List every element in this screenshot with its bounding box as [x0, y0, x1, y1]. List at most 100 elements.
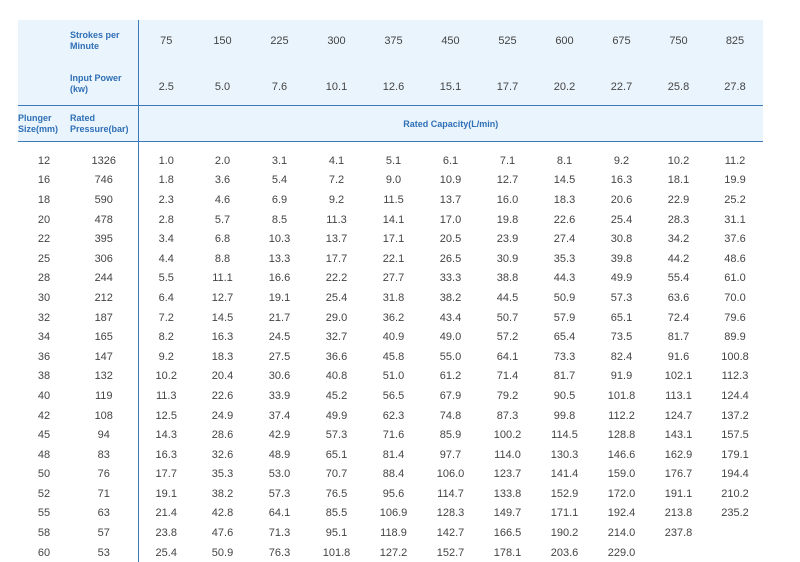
capacity-cell: 8.2 [158, 331, 174, 344]
capacity-cell: 2.3 [158, 193, 174, 206]
plunger-size-cell: 55 [37, 507, 51, 520]
capacity-cell: 35.3 [553, 252, 576, 265]
power-value: 5.0 [194, 62, 251, 106]
plunger-size-cell: 12 [37, 154, 51, 167]
capacity-cell: 49.9 [610, 272, 633, 285]
capacity-cell: 64.1 [496, 350, 519, 363]
capacity-cell: 123.7 [493, 468, 522, 481]
table-row: 40 119 11.3 22.6 33.9 45.2 56.5 67.9 79.2 90.5 101… [18, 386, 763, 406]
plunger-size-cell: 48 [37, 448, 51, 461]
capacity-cell: 112.2 [608, 409, 635, 422]
table-row: 12 1326 1.0 2.0 3.1 4.1 5.1 6.1 7.1 8.1 9.2 10.2 11.… [18, 151, 763, 171]
capacity-cell: 166.5 [493, 527, 522, 540]
capacity-cell: 113.1 [665, 389, 692, 402]
capacity-cell: 14.1 [382, 213, 405, 226]
capacity-cell: 101.8 [607, 389, 636, 402]
capacity-cell: 44.3 [553, 272, 576, 285]
capacity-cell: 7.1 [499, 154, 516, 167]
capacity-cell: 28.6 [211, 429, 234, 442]
capacity-cell: 31.1 [724, 213, 746, 226]
rated-pressure-cell: 746 [70, 170, 139, 191]
capacity-cell: 70.7 [325, 468, 348, 481]
capacity-cell: 7.2 [328, 174, 345, 187]
capacity-cell: 95.6 [382, 487, 405, 500]
rated-pressure-cell: 63 [70, 503, 139, 524]
capacity-cell: 27.4 [553, 233, 576, 246]
plunger-size-cell: 38 [37, 370, 51, 383]
capacity-cell: 65.1 [610, 311, 633, 324]
capacity-cell: 55.4 [667, 272, 690, 285]
capacity-cell: 159.0 [607, 468, 636, 481]
capacity-cell: 1.8 [158, 174, 174, 187]
power-value: 12.6 [365, 62, 422, 106]
strokes-value: 600 [536, 20, 593, 62]
capacity-cell: 106.9 [379, 507, 408, 520]
capacity-cell: 14.5 [211, 311, 234, 324]
capacity-cell: 100.2 [493, 429, 522, 442]
capacity-cell: 18.3 [553, 193, 576, 206]
capacity-cell: 38.8 [496, 272, 519, 285]
table-row: 52 71 19.1 38.2 57.3 76.5 95.6 114.7 133.8 152.9 1… [18, 484, 763, 504]
capacity-cell: 38.2 [439, 291, 462, 304]
capacity-cell: 21.4 [155, 507, 177, 520]
capacity-cell: 11.3 [155, 389, 177, 402]
capacity-cell: 11.5 [383, 193, 404, 206]
capacity-cell: 25.4 [155, 546, 177, 559]
capacity-cell: 31.8 [382, 291, 405, 304]
strokes-value: 450 [422, 20, 479, 62]
capacity-cell: 25.4 [325, 291, 348, 304]
capacity-cell: 128.3 [436, 507, 465, 520]
capacity-cell: 5.4 [271, 174, 288, 187]
strokes-value: 675 [593, 20, 650, 62]
capacity-cell: 72.4 [667, 311, 690, 324]
capacity-cell: 152.9 [550, 487, 579, 500]
capacity-cell: 118.9 [380, 527, 407, 540]
capacity-cell: 49.9 [325, 409, 348, 422]
capacity-cell: 99.8 [553, 409, 576, 422]
plunger-size-cell: 45 [37, 429, 51, 442]
capacity-cell: 214.0 [607, 527, 636, 540]
capacity-cell: 20.4 [211, 370, 234, 383]
capacity-cell: 32.7 [325, 331, 348, 344]
capacity-cell: 106.0 [436, 468, 465, 481]
capacity-cell: 27.5 [268, 350, 291, 363]
plunger-size-cell: 58 [37, 527, 51, 540]
capacity-cell: 2.0 [214, 154, 231, 167]
capacity-cell: 235.2 [721, 507, 749, 520]
capacity-cell: 213.8 [664, 507, 693, 520]
capacity-cell: 50.7 [496, 311, 519, 324]
capacity-cell: 89.9 [724, 331, 746, 344]
capacity-cell: 95.1 [325, 527, 348, 540]
capacity-cell: 128.8 [607, 429, 636, 442]
capacity-cell: 57.9 [553, 311, 576, 324]
capacity-cell: 11.1 [212, 272, 233, 285]
strokes-value: 225 [251, 20, 308, 62]
power-value: 7.6 [251, 62, 308, 106]
capacity-cell: 73.5 [610, 331, 633, 344]
table-row: 28 244 5.5 11.1 16.6 22.2 27.7 33.3 38.8 44.3 49.9… [18, 268, 763, 289]
capacity-cell: 124.4 [721, 389, 749, 402]
plunger-size-cell: 52 [37, 487, 51, 500]
capacity-cell: 50.9 [211, 546, 234, 559]
table-row: 48 83 16.3 32.6 48.9 65.1 81.4 97.7 114.0 130.3 14… [18, 444, 763, 465]
strokes-value: 375 [365, 20, 422, 62]
capacity-cell: 22.2 [325, 272, 348, 285]
capacity-cell: 26.5 [439, 252, 462, 265]
capacity-cell: 48.9 [268, 448, 291, 461]
capacity-cell: 36.6 [325, 350, 348, 363]
strokes-label: Strokes per Minute [70, 20, 139, 62]
capacity-cell: 91.9 [610, 370, 633, 383]
capacity-cell: 179.1 [721, 448, 749, 461]
table-row: 58 57 23.8 47.6 71.3 95.1 118.9 142.7 166.5 190.2… [18, 523, 763, 543]
capacity-cell: 10.2 [667, 154, 690, 167]
capacity-cell: 24.5 [268, 331, 291, 344]
capacity-cell: 65.4 [553, 331, 576, 344]
capacity-cell: 51.0 [382, 370, 405, 383]
capacity-cell: 176.7 [664, 468, 693, 481]
capacity-cell: 7.2 [158, 311, 174, 324]
capacity-cell: 10.2 [155, 370, 177, 383]
table-row: 16 746 1.8 3.6 5.4 7.2 9.0 10.9 12.7 14.5 16.3 18.1… [18, 170, 763, 191]
power-value: 20.2 [536, 62, 593, 106]
capacity-cell: 152.7 [436, 546, 465, 559]
power-value: 17.7 [479, 62, 536, 106]
